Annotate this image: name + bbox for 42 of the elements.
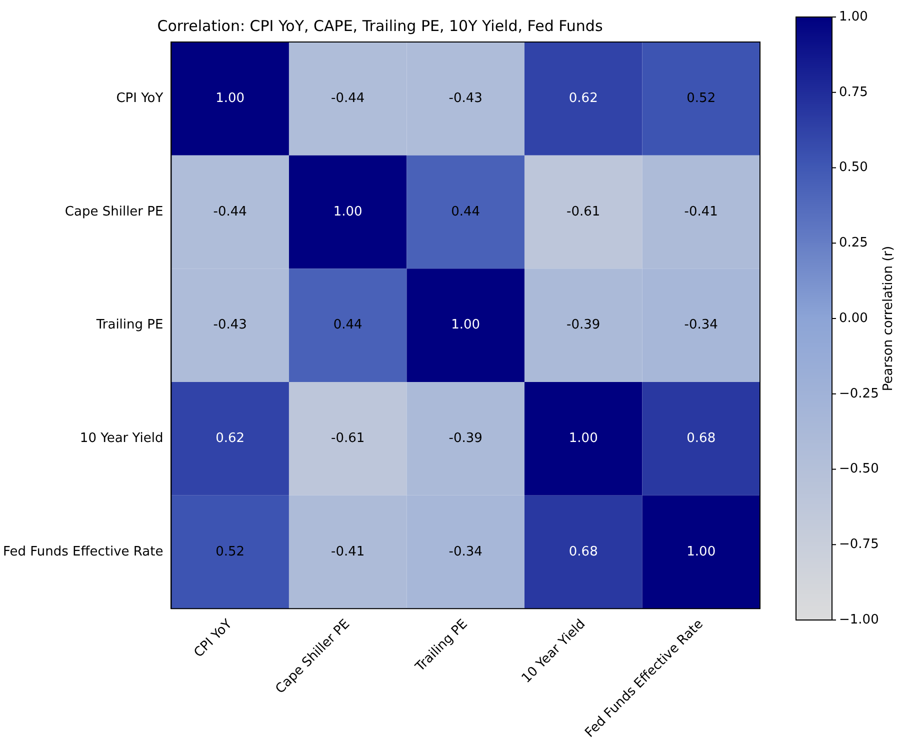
data-label: 0.44: [333, 318, 362, 333]
data-label: 1.00: [686, 544, 716, 560]
data-label: -0.43: [448, 91, 482, 106]
data-label: 1.00: [451, 318, 480, 333]
data-label: 0.68: [568, 544, 598, 560]
y-tick-label: Fed Funds Effective Rate: [2, 544, 164, 560]
data-label: -0.61: [331, 431, 365, 446]
color-bar-label: 0.00: [839, 310, 868, 326]
color-bar-label: −0.25: [839, 386, 879, 402]
y-tick-label: 10 Year Yield: [80, 431, 164, 446]
data-label: -0.61: [566, 204, 600, 220]
data-label: 1.00: [333, 204, 362, 220]
color-bar-label: −1.00: [839, 612, 879, 628]
data-label: 0.52: [686, 91, 716, 106]
data-label: -0.44: [213, 204, 247, 220]
data-label: 0.52: [216, 544, 245, 560]
data-label: -0.44: [331, 91, 365, 106]
data-label: 0.62: [216, 431, 245, 446]
data-label: 1.00: [568, 431, 598, 446]
data-label: -0.43: [213, 318, 247, 333]
data-label: -0.34: [448, 544, 482, 560]
x-tick-label: CPI YoY: [191, 616, 236, 661]
data-label: -0.41: [331, 544, 365, 560]
color-bar-label: −0.50: [839, 462, 879, 477]
color-bar-label: 0.75: [839, 84, 868, 100]
color-bar-label: −0.75: [839, 537, 879, 552]
chart-title: Correlation: CPI YoY, CAPE, Trailing PE, 10Y Yield, Fed Funds: [157, 16, 603, 35]
y-tick-label: Cape Shiller PE: [64, 204, 164, 220]
color-bar-label: 0.25: [839, 236, 868, 250]
y-tick-label: CPI YoY: [116, 91, 164, 106]
data-label: -0.41: [684, 204, 718, 220]
data-label: 1.00: [216, 91, 245, 106]
data-label: 0.62: [568, 91, 598, 106]
data-label: 0.44: [451, 204, 480, 220]
data-label: -0.39: [448, 431, 482, 446]
data-label: -0.39: [566, 318, 600, 333]
y-tick-label: Trailing PE: [95, 318, 164, 333]
color-bar-label: 0.50: [839, 160, 868, 176]
data-label: 0.68: [686, 431, 716, 446]
color-bar-label: 1.00: [839, 9, 868, 24]
color-bar-title: Pearson correlation (r): [880, 246, 896, 392]
data-label: -0.34: [684, 318, 718, 333]
